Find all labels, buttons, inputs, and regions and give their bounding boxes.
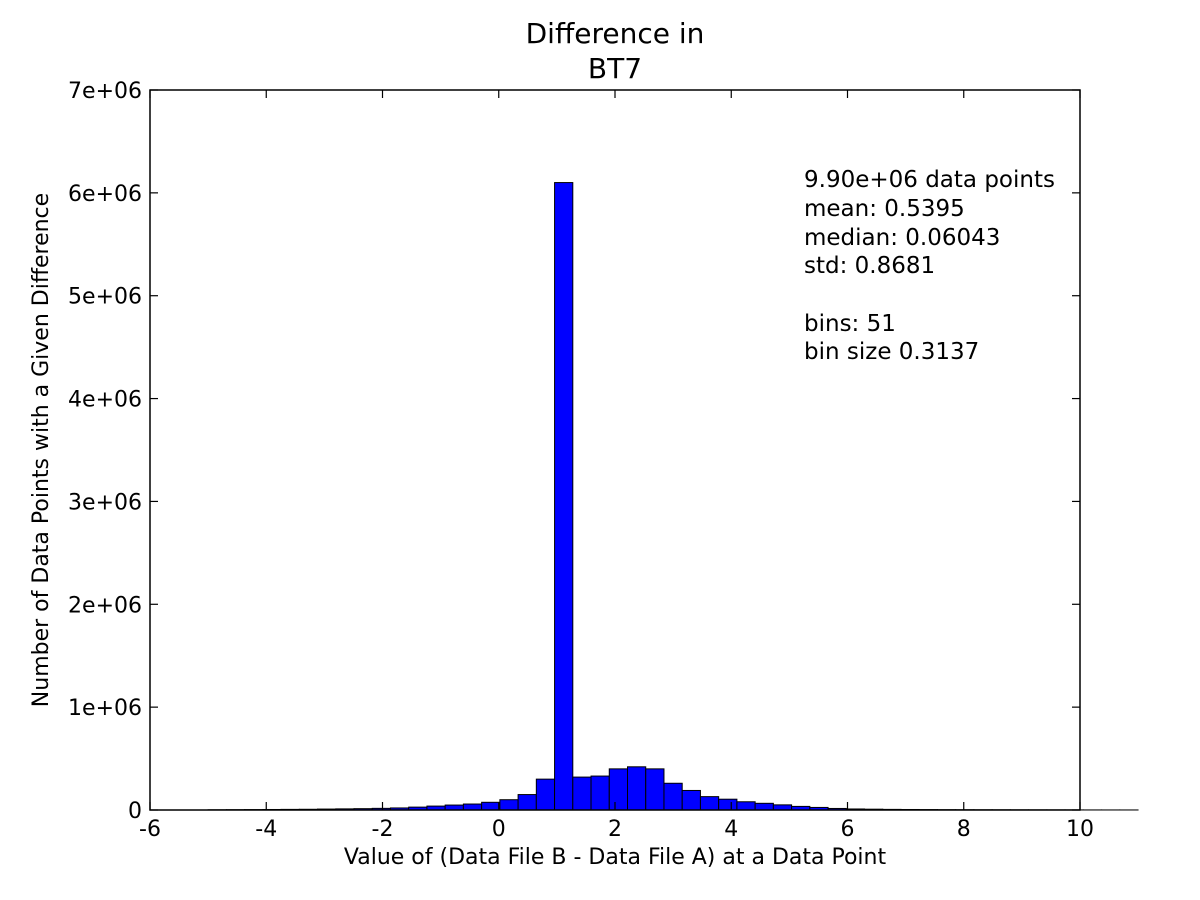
x-tick-label: -4 xyxy=(255,817,277,842)
y-tick-label: 4e+06 xyxy=(68,388,142,413)
histogram-bar xyxy=(535,778,556,811)
histogram-bar xyxy=(627,766,647,811)
y-tick-label: 5e+06 xyxy=(68,285,142,310)
stats-line-bins: bins: 51 xyxy=(804,311,896,337)
chart-title-line-2: BT7 xyxy=(588,52,642,85)
histogram-bar xyxy=(663,782,683,811)
stats-line-std: std: 0.8681 xyxy=(804,253,935,279)
histogram-bar xyxy=(554,182,574,811)
chart-title-line-1: Difference in xyxy=(526,17,705,50)
histogram-bar xyxy=(645,768,665,811)
y-tick-label: 0 xyxy=(128,799,142,824)
histogram-bars xyxy=(207,182,1139,811)
histogram-bar xyxy=(572,776,592,811)
histogram-bar xyxy=(590,775,610,811)
y-tick-label: 3e+06 xyxy=(68,490,142,515)
y-axis-label: Number of Data Points with a Given Diffe… xyxy=(29,193,54,707)
y-tick-label: 1e+06 xyxy=(68,696,142,721)
x-tick-label: 0 xyxy=(492,817,506,842)
histogram-bar xyxy=(772,804,793,811)
x-tick-label: 8 xyxy=(957,817,971,842)
histogram-bar xyxy=(481,801,501,811)
histogram-bar xyxy=(681,789,701,811)
x-axis-tick-labels: -6 -4 -2 0 2 4 6 8 10 xyxy=(139,817,1094,842)
stats-line-median: median: 0.06043 xyxy=(804,225,1000,251)
x-tick-label: -2 xyxy=(372,817,394,842)
chart-title: Difference in BT7 xyxy=(526,17,705,85)
x-tick-label: 4 xyxy=(724,817,738,842)
x-tick-label: 2 xyxy=(608,817,622,842)
x-tick-label: 10 xyxy=(1066,817,1094,842)
x-tick-label: -6 xyxy=(139,817,161,842)
histogram-bar xyxy=(718,798,738,811)
histogram-bar xyxy=(462,803,483,811)
stats-line-bin-size: bin size 0.3137 xyxy=(804,339,979,365)
y-tick-label: 2e+06 xyxy=(68,593,142,618)
stats-line-mean: mean: 0.5395 xyxy=(804,196,965,222)
y-axis-tick-labels: 0 1e+06 2e+06 3e+06 4e+06 5e+06 6e+06 7e+06 xyxy=(68,79,142,824)
y-tick-label: 7e+06 xyxy=(68,79,142,104)
y-tick-label: 6e+06 xyxy=(68,182,142,207)
histogram-bar xyxy=(699,796,720,811)
histogram-bar xyxy=(754,802,774,811)
histogram-bar xyxy=(608,768,629,811)
x-axis-label: Value of (Data File B - Data File A) at … xyxy=(344,845,887,870)
axis-ticks xyxy=(149,89,1081,811)
stats-annotation: 9.90e+06 data points mean: 0.5395 median… xyxy=(804,167,1055,365)
histogram-bar xyxy=(736,801,756,811)
histogram-bar xyxy=(517,794,537,811)
x-tick-label: 6 xyxy=(841,817,855,842)
stats-line-data-points: 9.90e+06 data points xyxy=(804,167,1055,193)
histogram-bar xyxy=(499,799,519,811)
